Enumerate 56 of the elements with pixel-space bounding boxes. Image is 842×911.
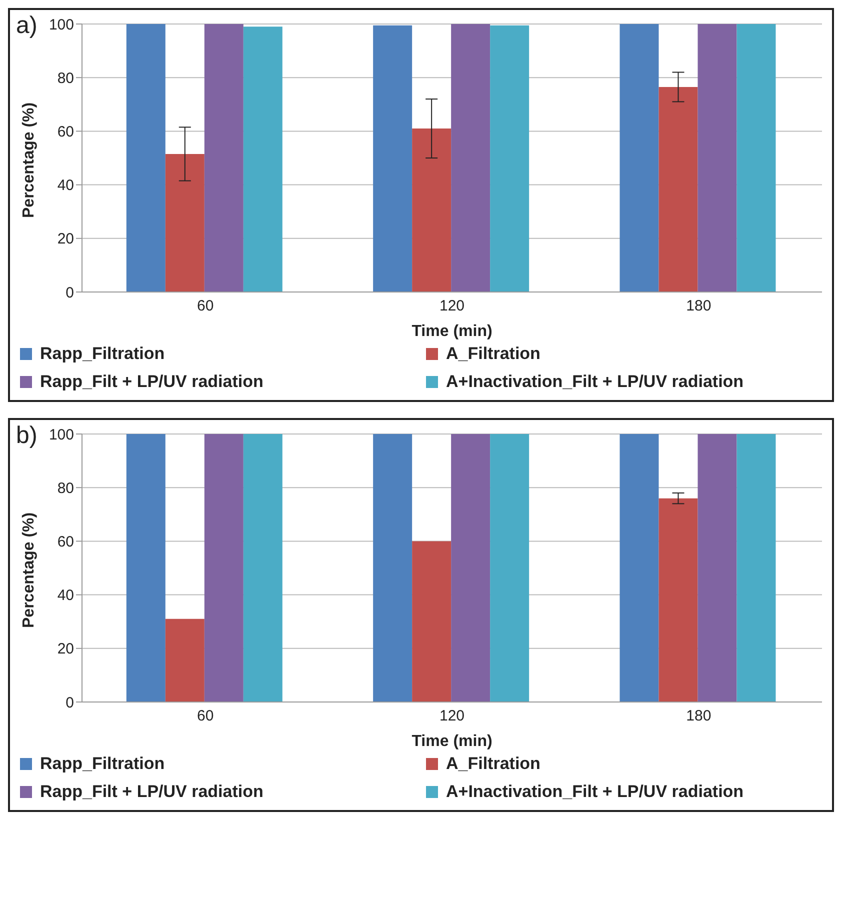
y-axis-title: Percentage (%) [20, 512, 38, 628]
legend-label: A+Inactivation_Filt + LP/UV radiation [446, 372, 744, 392]
y-tick-label: 100 [48, 426, 74, 444]
bar [736, 24, 776, 292]
y-tick-label: 80 [57, 480, 74, 497]
x-tick-label: 120 [439, 298, 465, 315]
y-tick-label: 80 [57, 70, 74, 87]
x-tick-label: 180 [686, 298, 712, 315]
y-tick-label: 20 [57, 640, 74, 658]
y-tick-label: 100 [48, 16, 74, 34]
bar [620, 434, 659, 702]
x-axis-title: Time (min) [412, 733, 492, 750]
legend-label: Rapp_Filt + LP/UV radiation [40, 372, 264, 392]
bar [204, 434, 244, 702]
legend-label: Rapp_Filt + LP/UV radiation [40, 782, 264, 802]
bar [373, 25, 412, 292]
bar [620, 24, 659, 292]
bar [451, 24, 490, 292]
x-tick-label: 60 [196, 298, 214, 315]
bar [373, 434, 412, 702]
bar [698, 434, 737, 702]
bar [126, 24, 166, 292]
bar [451, 434, 490, 702]
chart-title: a) [16, 12, 38, 40]
y-tick-label: 40 [57, 587, 74, 604]
chart-title: b) [16, 422, 38, 450]
legend-label: A+Inactivation_Filt + LP/UV radiation [446, 782, 744, 802]
y-tick-label: 60 [57, 534, 74, 551]
y-tick-label: 60 [57, 124, 74, 141]
y-tick-label: 40 [57, 177, 74, 194]
x-tick-label: 60 [196, 708, 214, 725]
bar [165, 154, 204, 292]
legend-label: Rapp_Filtration [40, 754, 165, 774]
bar [412, 541, 452, 702]
bar [165, 618, 204, 702]
y-axis-title: Percentage (%) [20, 102, 38, 218]
legend-label: Rapp_Filtration [40, 344, 165, 364]
bar [204, 24, 244, 292]
bar [658, 86, 698, 292]
bar [412, 128, 452, 292]
bar [126, 434, 166, 702]
bar [243, 26, 282, 292]
x-tick-label: 180 [686, 708, 712, 725]
y-tick-label: 0 [66, 694, 74, 712]
x-axis-title: Time (min) [412, 323, 492, 340]
bar [698, 24, 737, 292]
legend-label: A_Filtration [446, 754, 540, 774]
legend-label: A_Filtration [446, 344, 540, 364]
y-tick-label: 20 [57, 230, 74, 248]
bar [658, 498, 698, 702]
y-tick-label: 0 [66, 284, 74, 302]
bar [490, 25, 530, 292]
bar [490, 434, 530, 702]
bar [243, 434, 282, 702]
bar [736, 434, 776, 702]
x-tick-label: 120 [439, 708, 465, 725]
